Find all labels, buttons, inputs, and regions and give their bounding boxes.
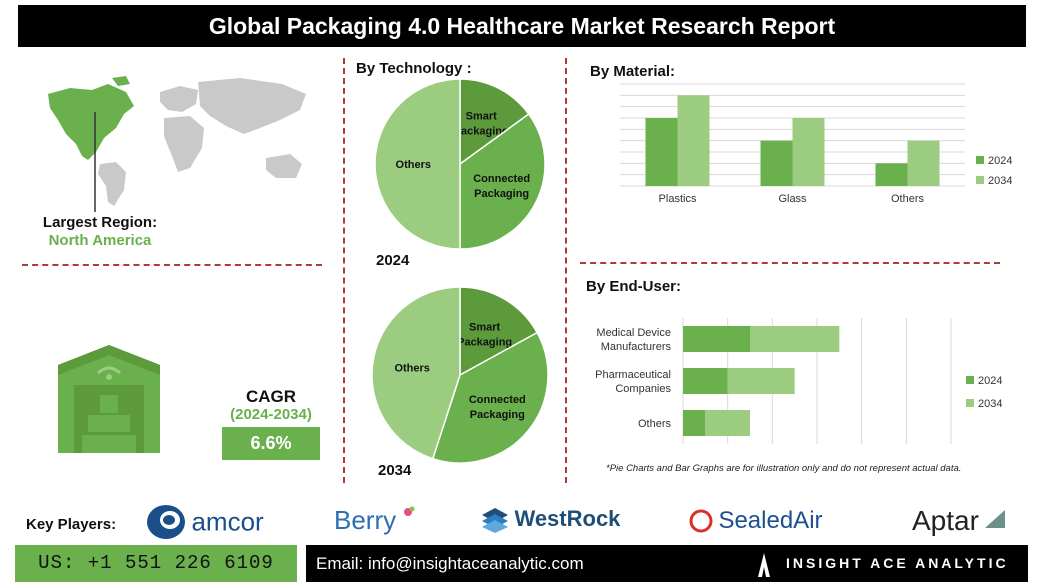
- pie-label: Smart Packaging: [454, 110, 509, 137]
- pie-label: Smart Packaging: [457, 321, 512, 348]
- x-tick-label: Glass: [778, 193, 807, 205]
- logo-sealedair: SealedAir: [688, 507, 823, 535]
- key-players-label: Key Players:: [26, 516, 117, 533]
- bar-medical-device-manufacturers-2024: [683, 326, 750, 352]
- region-value: North America: [48, 232, 152, 249]
- bar-plastics-2024: [645, 118, 678, 186]
- pie-chart-2034: Smart Packaging Connected Packaging Others: [371, 286, 549, 464]
- world-map: [48, 76, 306, 212]
- x-tick-label: Plastics: [659, 193, 697, 205]
- legend-label: 2034: [988, 175, 1012, 187]
- pie-label: Connected Packaging: [469, 394, 526, 421]
- pie-slice-others: [374, 78, 461, 250]
- cagr-period: (2024-2034): [230, 406, 312, 423]
- y-tick-label: Pharmaceutical Companies: [595, 369, 671, 395]
- bar-plastics-2034: [677, 95, 710, 186]
- warehouse-icon: [58, 345, 160, 453]
- legend-swatch: [976, 176, 984, 184]
- amcor-icon: [147, 505, 185, 539]
- phone-number: US: +1 551 226 6109: [15, 545, 297, 582]
- legend-swatch: [976, 156, 984, 164]
- footer-bar: Email: info@insightaceanalytic.com INSIG…: [306, 545, 1028, 582]
- asia-shape: [198, 78, 306, 134]
- logo-amcor: amcor: [145, 502, 264, 542]
- technology-title: By Technology :: [356, 60, 472, 77]
- aptar-icon: [985, 510, 1006, 528]
- enduser-title: By End-User:: [586, 278, 682, 295]
- legend-label: 2024: [978, 375, 1002, 387]
- pie-label: Others: [396, 159, 431, 171]
- logo-berry: Berry: [334, 505, 415, 536]
- pie-slice-smart-packaging: [459, 78, 530, 166]
- bar-pharmaceutical-companies-2034: [727, 368, 795, 394]
- region-label: Largest Region:: [42, 214, 158, 231]
- pie-slice-connected-packaging: [431, 331, 549, 464]
- pie-slice-connected-packaging: [459, 112, 546, 250]
- x-tick-label: Others: [891, 193, 925, 205]
- bar-others-2024: [683, 410, 706, 436]
- bar-others-2034: [705, 410, 750, 436]
- pie-slice-others: [371, 286, 461, 460]
- illustration-note: *Pie Charts and Bar Graphs are for illus…: [606, 463, 962, 474]
- south-america-shape: [98, 162, 126, 206]
- bar-pharmaceutical-companies-2024: [683, 368, 728, 394]
- bar-glass-2034: [792, 118, 825, 186]
- enduser-bar-chart: Medical Device Manufacturers Pharmaceutica…: [595, 318, 1002, 444]
- pie-slice-smart-packaging: [459, 286, 539, 377]
- material-bar-chart: Plastics Glass Others 2024 2034: [620, 83, 1012, 205]
- email-address: Email: info@insightaceanalytic.com: [316, 554, 584, 573]
- berry-leaf-icon: [403, 506, 415, 516]
- pie-year-2034: 2034: [378, 462, 412, 479]
- australia-shape: [266, 154, 302, 178]
- pie-label: Others: [394, 362, 429, 374]
- insight-ace-logo-icon: [758, 553, 770, 577]
- bar-others-2034: [907, 140, 940, 186]
- europe-shape: [160, 86, 198, 112]
- bar-glass-2024: [760, 140, 793, 186]
- y-tick-label: Others: [638, 418, 672, 430]
- legend-swatch: [966, 376, 974, 384]
- y-tick-label: Medical Device Manufacturers: [596, 327, 671, 353]
- logo-westrock: WestRock: [480, 505, 620, 533]
- divider-horizontal-left: [22, 264, 322, 266]
- legend-label: 2024: [988, 155, 1012, 167]
- brand-name: INSIGHT ACE ANALYTIC: [786, 555, 1009, 571]
- africa-shape: [164, 116, 204, 172]
- page-title: Global Packaging 4.0 Healthcare Market R…: [18, 5, 1026, 47]
- pie-year-2024: 2024: [376, 252, 410, 269]
- north-america-shape: [48, 84, 134, 160]
- sealedair-icon: [689, 509, 713, 533]
- material-title: By Material:: [590, 63, 676, 80]
- divider-horizontal-right: [580, 262, 1000, 264]
- westrock-icon: [482, 508, 508, 533]
- legend-label: 2034: [978, 398, 1002, 410]
- logo-aptar: Aptar: [912, 505, 1007, 537]
- pie-label: Connected Packaging: [473, 173, 530, 200]
- legend-swatch: [966, 399, 974, 407]
- divider-vertical-right: [565, 58, 567, 483]
- pie-chart-2024: Smart Packaging Connected Packaging Others: [374, 78, 546, 250]
- bar-others-2024: [875, 163, 908, 186]
- cagr-value: 6.6%: [222, 427, 320, 460]
- cagr-label: CAGR: [245, 387, 297, 406]
- bar-medical-device-manufacturers-2034: [750, 326, 840, 352]
- divider-vertical-left: [343, 58, 345, 483]
